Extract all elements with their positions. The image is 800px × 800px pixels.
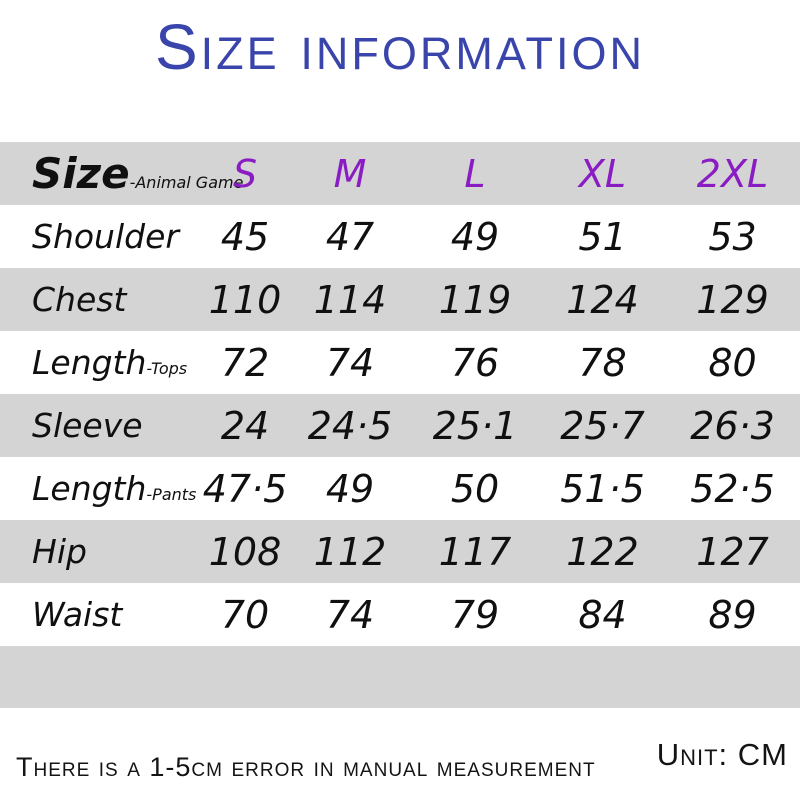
row-label: Sleeve xyxy=(32,406,143,445)
measurement-error-note: There is a 1-5cm error in manual measure… xyxy=(16,752,596,782)
row-label: Hip xyxy=(32,532,87,571)
cell-hip-s: 108 xyxy=(208,529,282,574)
table-row-waist: Waist 70 74 79 84 89 xyxy=(0,583,800,646)
row-label: Chest xyxy=(32,280,127,319)
column-header-s: S xyxy=(232,151,258,196)
cell-sleeve-2xl: 26·3 xyxy=(690,403,775,448)
cell-length-pants-l: 50 xyxy=(450,466,500,511)
cell-sleeve-m: 24·5 xyxy=(307,403,393,448)
cell-length-pants-m: 49 xyxy=(325,466,375,511)
cell-shoulder-xl: 51 xyxy=(578,214,627,259)
cell-length-pants-xl: 51·5 xyxy=(560,466,645,511)
cell-length-tops-l: 76 xyxy=(450,340,500,385)
table-row-chest: Chest 110 114 119 124 129 xyxy=(0,268,800,331)
unit-label: Unit: CM xyxy=(656,737,788,772)
page-title: Size information xyxy=(154,11,646,83)
size-table: Size-Animal Game S M L XL 2XL Shoulder 4… xyxy=(0,142,800,708)
table-row-sleeve: Sleeve 24 24·5 25·1 25·7 26·3 xyxy=(0,394,800,457)
cell-chest-l: 119 xyxy=(438,277,512,322)
cell-sleeve-xl: 25·7 xyxy=(560,403,645,448)
cell-length-tops-xl: 78 xyxy=(578,340,627,385)
table-row-hip: Hip 108 112 117 122 127 xyxy=(0,520,800,583)
cell-length-tops-m: 74 xyxy=(325,340,375,385)
row-label: Length-Tops xyxy=(32,343,188,382)
column-header-l: L xyxy=(464,151,486,196)
table-row-length-pants: Length-Pants 47·5 49 50 51·5 52·5 xyxy=(0,457,800,520)
cell-waist-s: 70 xyxy=(220,592,270,637)
row-label: Shoulder xyxy=(32,217,179,256)
cell-waist-2xl: 89 xyxy=(708,592,757,637)
cell-shoulder-l: 49 xyxy=(450,214,500,259)
table-header-row: Size-Animal Game S M L XL 2XL xyxy=(0,142,800,205)
row-label: Length-Pants xyxy=(32,469,197,508)
row-label: Waist xyxy=(32,595,123,634)
cell-length-tops-2xl: 80 xyxy=(708,340,757,385)
cell-chest-m: 114 xyxy=(313,277,387,322)
cell-waist-l: 79 xyxy=(450,592,500,637)
cell-hip-2xl: 127 xyxy=(696,529,769,574)
cell-hip-xl: 122 xyxy=(566,529,639,574)
cell-chest-2xl: 129 xyxy=(696,277,769,322)
cell-chest-xl: 124 xyxy=(566,277,639,322)
cell-hip-m: 112 xyxy=(313,529,387,574)
size-header-label: Size-Animal Game xyxy=(0,149,243,198)
cell-length-tops-s: 72 xyxy=(220,340,270,385)
table-row-length-tops: Length-Tops 72 74 76 78 80 xyxy=(0,331,800,394)
cell-waist-m: 74 xyxy=(325,592,375,637)
table-row-shoulder: Shoulder 45 47 49 51 53 xyxy=(0,205,800,268)
cell-shoulder-2xl: 53 xyxy=(708,214,757,259)
column-header-2xl: 2XL xyxy=(696,151,769,196)
cell-chest-s: 110 xyxy=(208,277,282,322)
cell-shoulder-s: 45 xyxy=(220,214,270,259)
column-header-m: M xyxy=(333,151,367,196)
cell-length-pants-2xl: 52·5 xyxy=(690,466,775,511)
cell-length-pants-s: 47·5 xyxy=(202,466,288,511)
cell-hip-l: 117 xyxy=(438,529,512,574)
cell-shoulder-m: 47 xyxy=(325,214,375,259)
column-header-xl: XL xyxy=(578,151,627,196)
size-brand-suffix: -Animal Game xyxy=(129,173,244,192)
size-word: Size xyxy=(32,149,130,198)
bottom-gray-band xyxy=(0,646,800,708)
cell-sleeve-l: 25·1 xyxy=(432,403,518,448)
cell-sleeve-s: 24 xyxy=(220,403,270,448)
cell-waist-xl: 84 xyxy=(578,592,627,637)
